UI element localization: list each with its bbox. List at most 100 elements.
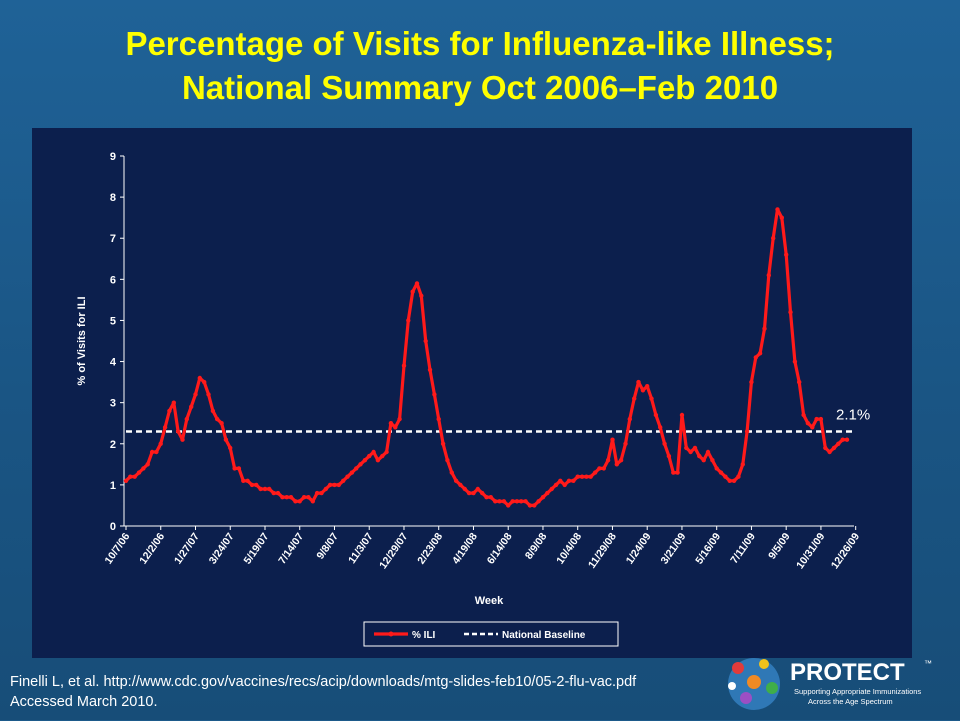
ili-data-point [562, 482, 567, 488]
ili-data-point [371, 449, 376, 455]
ili-data-point [149, 449, 155, 455]
logo-globe-dot-5 [747, 675, 761, 689]
x-tick-label: 11/29/08 [586, 531, 619, 571]
ili-data-point [514, 499, 520, 504]
ili-data-point [345, 474, 350, 479]
x-tick-label: 10/31/09 [794, 531, 827, 571]
ili-data-point [810, 425, 815, 430]
x-tick-label: 5/19/07 [242, 531, 272, 567]
x-tick-label: 8/9/08 [523, 531, 550, 562]
legend-ili-marker [388, 631, 394, 637]
x-tick-label: 7/14/07 [276, 531, 306, 567]
ili-data-point [701, 458, 706, 463]
ili-data-point [453, 478, 459, 483]
ili-data-point [597, 466, 602, 471]
ili-data-point [666, 453, 672, 459]
ili-data-point [805, 421, 811, 426]
ili-data-point [727, 478, 732, 483]
ili-data-point [618, 458, 624, 463]
ili-data-point [306, 495, 311, 500]
ili-data-point [380, 453, 385, 459]
ili-data-point [653, 412, 659, 418]
ili-data-point [202, 379, 207, 385]
x-tick-label: 9/5/09 [766, 531, 793, 562]
ili-data-point [592, 470, 598, 475]
x-tick-label: 3/21/09 [658, 531, 688, 567]
legend-baseline-label: National Baseline [502, 630, 586, 641]
ili-data-point [323, 486, 328, 492]
ili-data-point [501, 499, 507, 504]
ili-data-point [314, 490, 320, 496]
ili-data-point [736, 474, 741, 479]
y-tick-label: 9 [110, 151, 116, 163]
citation: Finelli L, et al. http://www.cdc.gov/vac… [10, 672, 830, 712]
legend: % ILI National Baseline [363, 621, 619, 647]
ili-series-line [124, 207, 849, 507]
ili-data-point [797, 379, 802, 385]
ili-data-point [384, 449, 389, 455]
ili-data-point [640, 388, 646, 393]
ili-data-point [341, 478, 346, 483]
ili-data-point [527, 503, 533, 508]
ili-data-point [427, 367, 433, 372]
ili-data-point [123, 478, 129, 483]
ili-data-point [410, 289, 415, 294]
ili-data-point [423, 338, 428, 344]
ili-data-point [158, 441, 163, 446]
ili-data-point [792, 359, 798, 364]
ili-data-point [445, 458, 450, 463]
ili-data-point [532, 503, 537, 508]
ili-data-point [731, 478, 737, 483]
x-axis-label: Week [475, 595, 504, 607]
ili-data-point [658, 425, 663, 430]
x-tick-label: 6/14/08 [485, 531, 515, 567]
ili-data-point [189, 404, 194, 409]
ili-data-point [588, 474, 593, 479]
x-tick-label: 12/2/06 [137, 531, 167, 567]
ili-data-point [262, 486, 268, 492]
ili-data-point [649, 396, 654, 401]
ili-data-point [831, 445, 837, 451]
ili-data-point [206, 392, 211, 397]
ili-data-point [297, 499, 302, 504]
ili-data-point [493, 499, 498, 504]
ili-data-point [414, 281, 420, 286]
ili-data-point [801, 412, 806, 418]
ili-data-point [571, 478, 576, 483]
ili-data-point [136, 470, 142, 475]
y-tick-label: 5 [110, 315, 116, 327]
slide-title-line-1: Percentage of Visits for Influenza-like … [125, 25, 835, 62]
x-ticks: 10/7/06 12/2/06 1/27/07 3/24/07 5/19/07 7/14/… [103, 526, 862, 571]
ili-data-point [154, 449, 159, 455]
ili-data-point [575, 474, 580, 479]
ili-data-point [210, 408, 216, 414]
x-tick-label: 3/24/07 [207, 531, 237, 567]
ili-data-point [753, 355, 758, 360]
x-tick-label: 5/16/09 [693, 531, 723, 567]
ili-data-point [818, 416, 824, 422]
ili-data-point [823, 445, 828, 451]
logo-tagline-1: Supporting Appropriate Immunizations [794, 687, 921, 696]
ili-data-point [484, 495, 489, 500]
ili-data-point [128, 474, 133, 479]
ili-data-point [519, 499, 524, 504]
ili-data-point [393, 425, 398, 430]
logo-trademark: ™ [924, 659, 932, 668]
ili-data-point [275, 490, 281, 496]
ili-data-point [245, 478, 250, 483]
ili-data-point [632, 396, 637, 401]
protect-logo-graphic: PROTECT ™ Supporting Appropriate Immuniz… [728, 658, 932, 710]
ili-data-point [766, 273, 771, 278]
ili-data-point [610, 437, 615, 442]
protect-logo: PROTECT ™ Supporting Appropriate Immuniz… [724, 652, 956, 716]
ili-data-point [397, 416, 402, 422]
ili-data-point [536, 499, 541, 504]
ili-data-point [545, 490, 550, 496]
ili-data-point [601, 466, 606, 471]
ili-data-point [836, 441, 841, 446]
logo-globe-dot-6 [728, 682, 736, 690]
ili-data-point [771, 236, 776, 241]
ili-data-point [232, 466, 237, 471]
ili-data-point [419, 293, 424, 298]
